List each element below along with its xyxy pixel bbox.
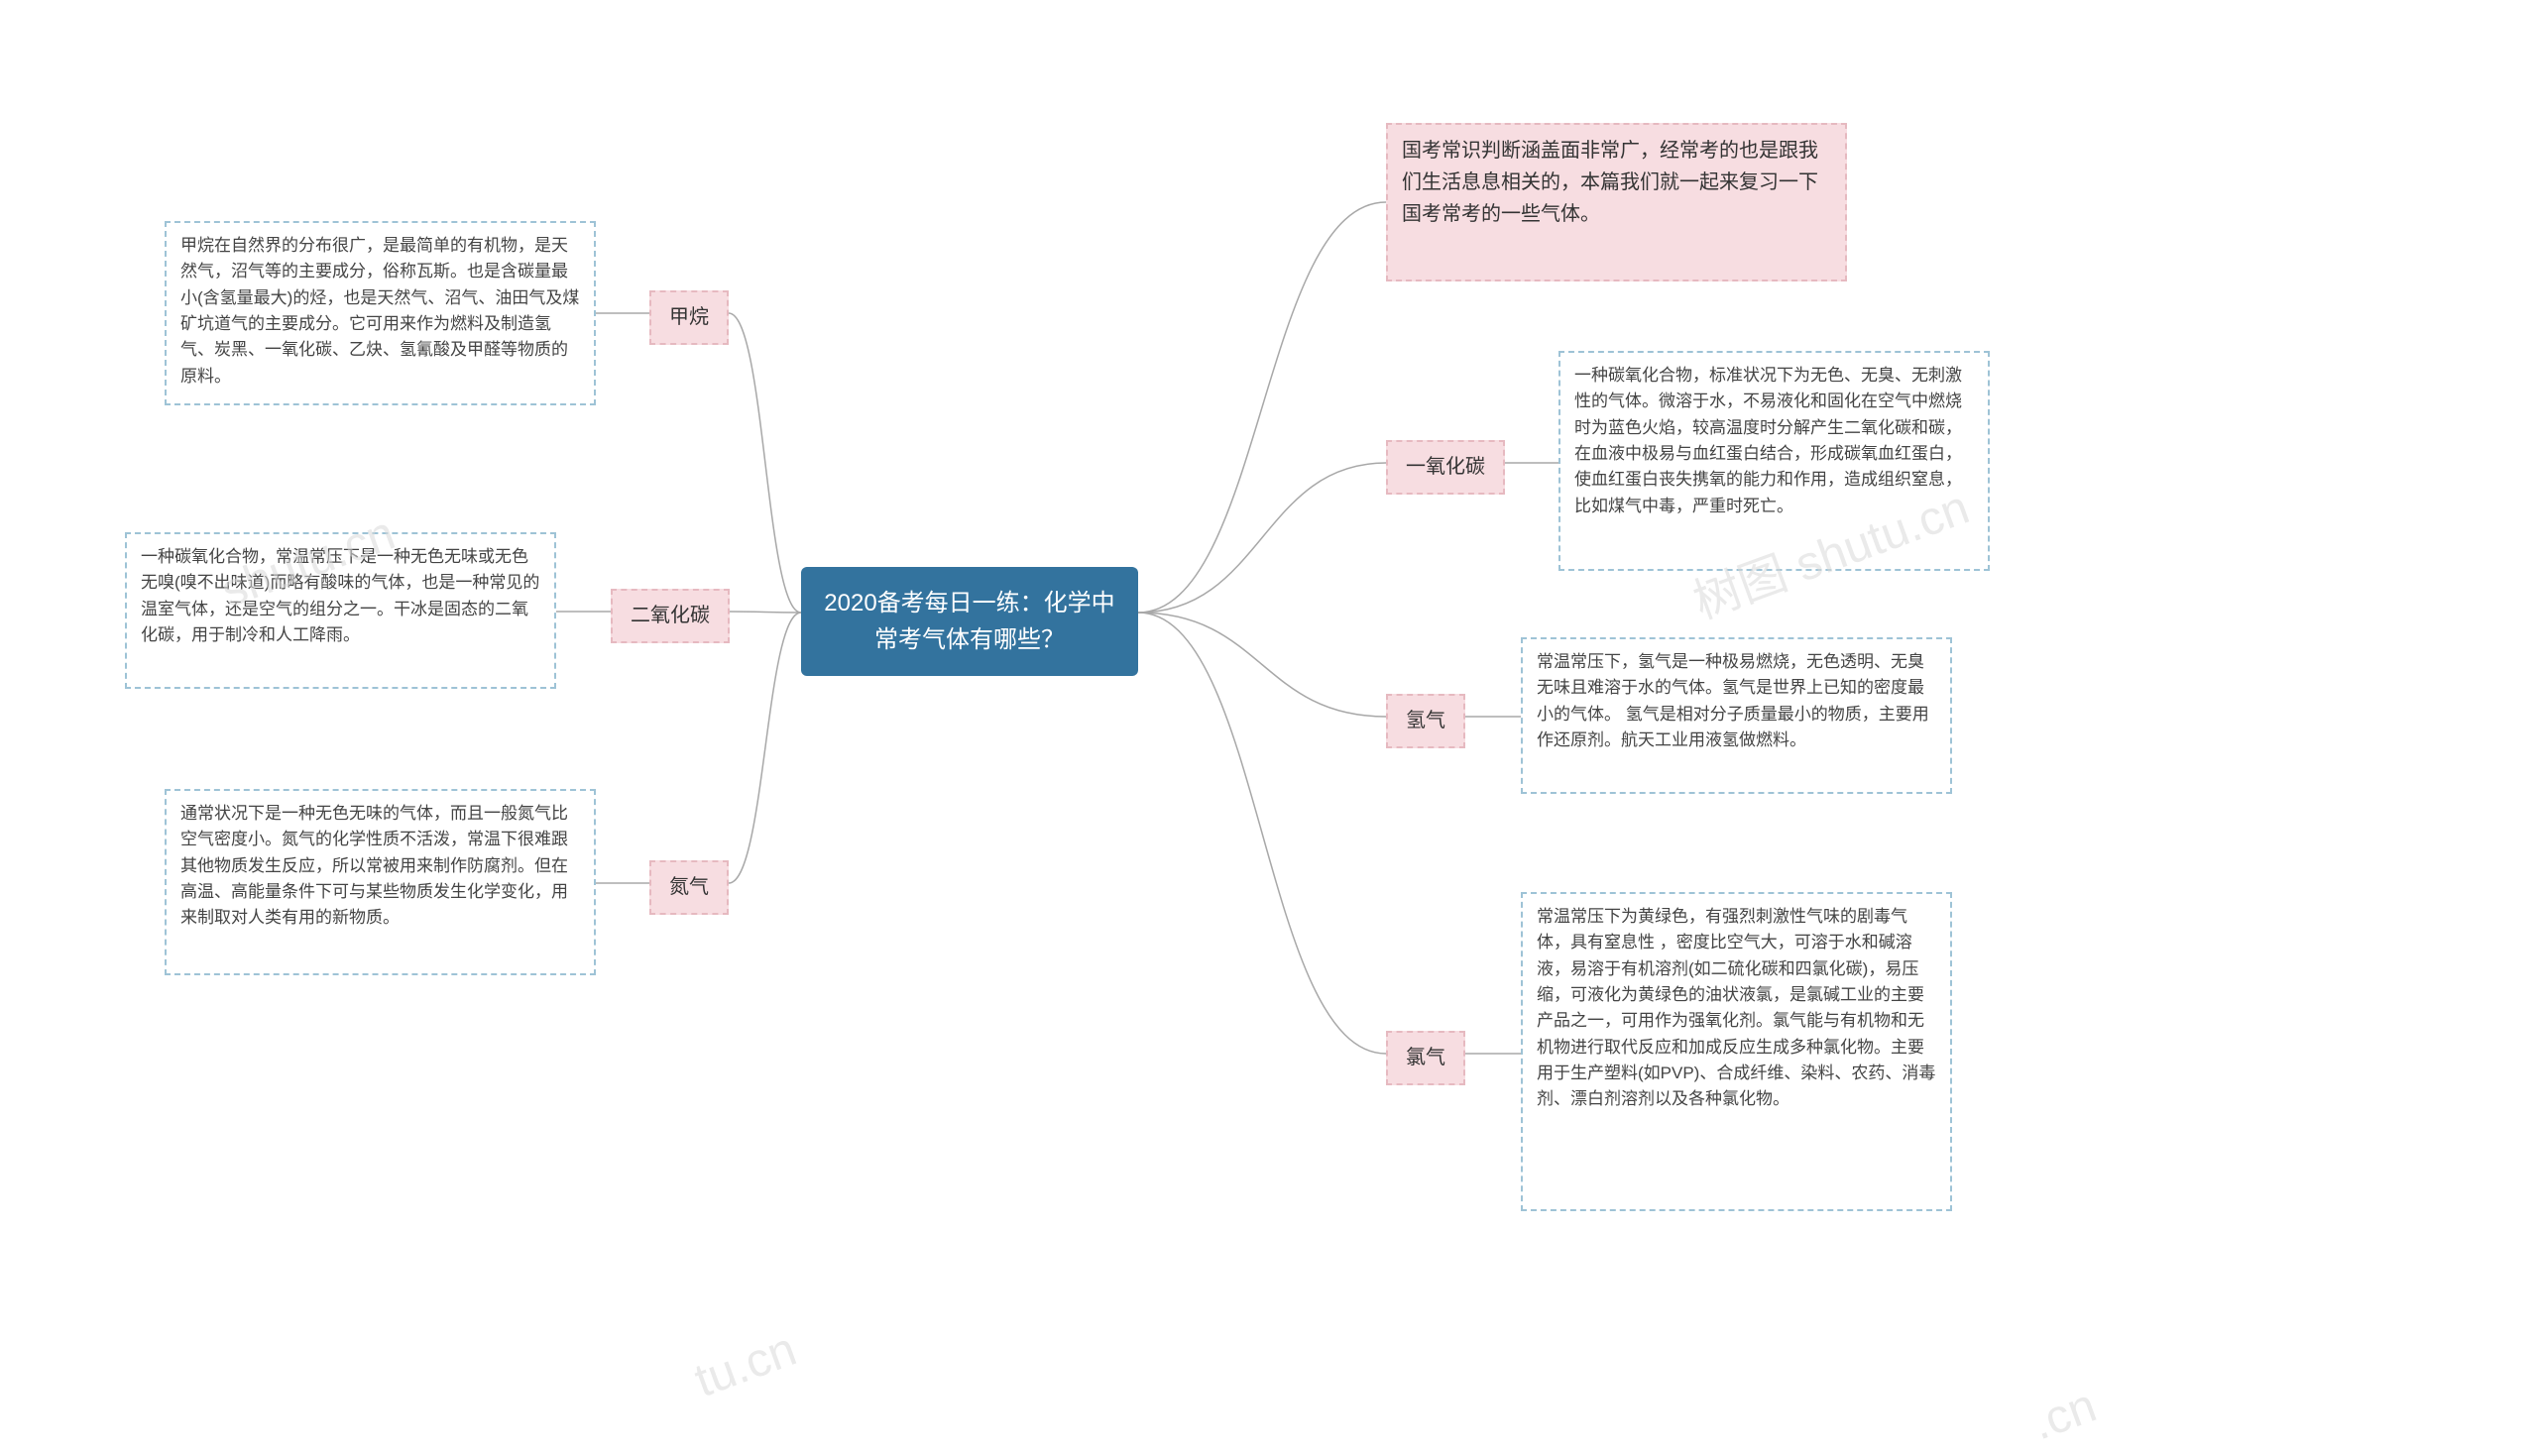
intro-text: 国考常识判断涵盖面非常广，经常考的也是跟我们生活息息相关的，本篇我们就一起来复习… [1402,140,1818,225]
watermark: .cn [2025,1379,2104,1452]
connector-layer [0,0,2538,1456]
branch-label: 二氧化碳 [631,605,710,626]
leaf-co: 一种碳氧化合物，标准状况下为无色、无臭、无刺激性的气体。微溶于水，不易液化和固化… [1558,351,1990,571]
leaf-text: 甲烷在自然界的分布很广，是最简单的有机物，是天然气，沼气等的主要成分，俗称瓦斯。… [180,236,579,386]
leaf-text: 常温常压下，氢气是一种极易燃烧，无色透明、无臭无味且难溶于水的气体。氢气是世界上… [1537,652,1929,749]
branch-chlorine: 氯气 [1386,1031,1465,1085]
intro-node: 国考常识判断涵盖面非常广，经常考的也是跟我们生活息息相关的，本篇我们就一起来复习… [1386,123,1847,281]
leaf-nitrogen: 通常状况下是一种无色无味的气体，而且一般氮气比空气密度小。氮气的化学性质不活泼，… [165,789,596,975]
branch-label: 氢气 [1406,710,1445,731]
branch-label: 甲烷 [669,306,709,328]
branch-methane: 甲烷 [649,290,729,345]
branch-label: 氯气 [1406,1047,1445,1068]
center-text: 2020备考每日一练：化学中常考气体有哪些？ [824,590,1114,653]
branch-nitrogen: 氮气 [649,860,729,915]
leaf-chlorine: 常温常压下为黄绿色，有强烈刺激性气味的剧毒气体，具有窒息性 ，密度比空气大，可溶… [1521,892,1952,1211]
center-node: 2020备考每日一练：化学中常考气体有哪些？ [801,567,1138,676]
leaf-methane: 甲烷在自然界的分布很广，是最简单的有机物，是天然气，沼气等的主要成分，俗称瓦斯。… [165,221,596,405]
leaf-text: 通常状况下是一种无色无味的气体，而且一般氮气比空气密度小。氮气的化学性质不活泼，… [180,804,568,927]
branch-label: 氮气 [669,876,709,898]
leaf-text: 常温常压下为黄绿色，有强烈刺激性气味的剧毒气体，具有窒息性 ，密度比空气大，可溶… [1537,907,1935,1108]
branch-co2: 二氧化碳 [611,589,730,643]
leaf-text: 一种碳氧化合物，常温常压下是一种无色无味或无色无嗅(嗅不出味道)而略有酸味的气体… [141,547,539,644]
watermark: tu.cn [688,1322,804,1408]
branch-label: 一氧化碳 [1406,456,1485,478]
leaf-text: 一种碳氧化合物，标准状况下为无色、无臭、无刺激性的气体。微溶于水，不易液化和固化… [1574,366,1962,515]
leaf-co2: 一种碳氧化合物，常温常压下是一种无色无味或无色无嗅(嗅不出味道)而略有酸味的气体… [125,532,556,689]
branch-hydrogen: 氢气 [1386,694,1465,748]
leaf-hydrogen: 常温常压下，氢气是一种极易燃烧，无色透明、无臭无味且难溶于水的气体。氢气是世界上… [1521,637,1952,794]
branch-co: 一氧化碳 [1386,440,1505,495]
